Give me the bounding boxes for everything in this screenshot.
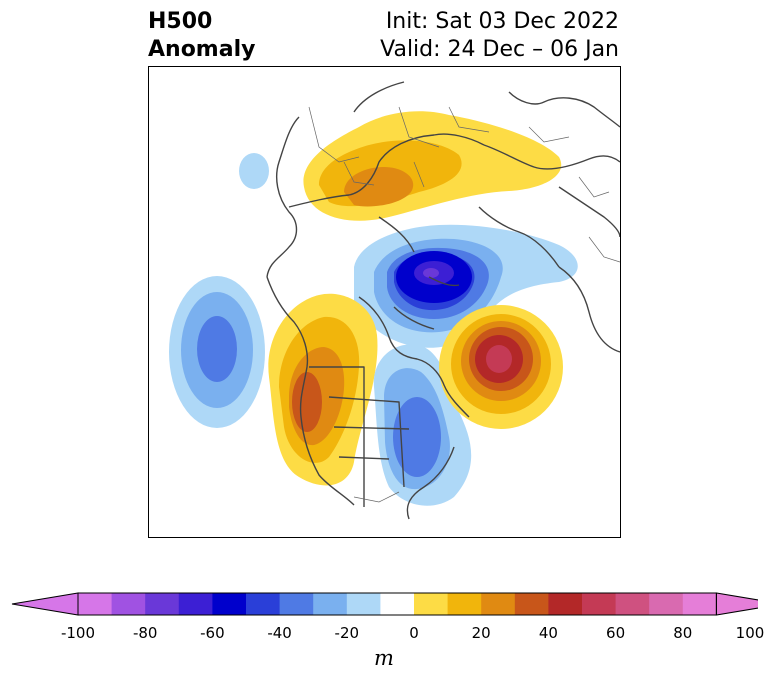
colorbar-segment [414, 593, 449, 615]
title-field: Anomaly [148, 37, 256, 62]
eurasian-ridge [303, 111, 562, 221]
colorbar-tick-label: -40 [267, 624, 292, 642]
colorbar-segment [380, 593, 415, 615]
colorbar-tick-label: -80 [132, 624, 158, 642]
boundaries [308, 106, 620, 503]
arctic-low [354, 224, 578, 348]
colorbar-segment [212, 593, 247, 615]
init-date: Init: Sat 03 Dec 2022 [385, 9, 619, 34]
colorbar-tick-label: 40 [538, 624, 558, 642]
colorbar-segment [682, 593, 717, 615]
colorbar [11, 592, 758, 616]
nw-blue-patch [239, 153, 269, 189]
west-na-ridge [268, 293, 378, 486]
colorbar-extend-high [715, 592, 758, 616]
colorbar-tick-label: 0 [409, 624, 419, 642]
colorbar-segment [78, 593, 113, 615]
atlantic-ridge [439, 305, 563, 429]
units-label: m [374, 646, 394, 670]
colorbar-extend-low [11, 592, 79, 616]
colorbar-tick-label: -100 [60, 624, 96, 642]
colorbar-segment [313, 593, 348, 615]
pacific-trough [169, 276, 265, 428]
colorbar-tick-label: -60 [200, 624, 225, 642]
colorbar-tick-label: 80 [673, 624, 693, 642]
colorbar-segment [279, 593, 314, 615]
valid-range: Valid: 24 Dec – 06 Jan [380, 37, 619, 62]
coastlines [266, 81, 620, 520]
title-left: H500 Anomaly [148, 8, 255, 64]
colorbar-tick-label: -20 [334, 624, 360, 642]
map-panel [148, 66, 621, 538]
colorbar-tick-label: 60 [606, 624, 626, 642]
colorbar-segment [178, 593, 213, 615]
colorbar-segment [582, 593, 617, 615]
colorbar-tick-label: 20 [471, 624, 491, 642]
colorbar-frame [77, 592, 717, 616]
anomaly-map [169, 81, 620, 520]
title-variable: H500 [148, 9, 213, 34]
colorbar-segment [447, 593, 482, 615]
colorbar-segment [145, 593, 180, 615]
colorbar-segment [548, 593, 583, 615]
colorbar-segment [246, 593, 281, 615]
colorbar-segment [649, 593, 684, 615]
title-right: Init: Sat 03 Dec 2022 Valid: 24 Dec – 06… [380, 8, 619, 64]
colorbar-tick-label: 100 [735, 624, 765, 642]
colorbar-segment [514, 593, 549, 615]
colorbar-segment [615, 593, 650, 615]
colorbar-segment [111, 593, 146, 615]
colorbar-segment [346, 593, 381, 615]
colorbar-segment [481, 593, 516, 615]
